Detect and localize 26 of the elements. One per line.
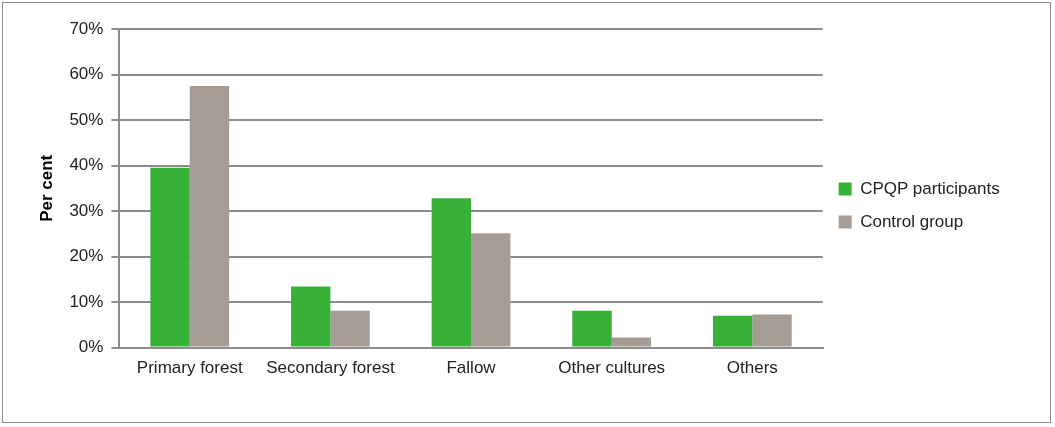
x-tick-label: Fallow bbox=[446, 358, 497, 378]
y-tick-label: 50% bbox=[69, 109, 104, 129]
bar bbox=[291, 286, 331, 347]
y-tick-label: 10% bbox=[69, 291, 104, 311]
x-tick-label: Other cultures bbox=[558, 358, 666, 378]
bar bbox=[150, 167, 190, 347]
y-tick-label: 70% bbox=[69, 18, 104, 38]
x-tick-label: Primary forest bbox=[136, 358, 243, 378]
legend-label: Control group bbox=[860, 211, 964, 231]
y-tick-label: 60% bbox=[69, 64, 104, 84]
bar bbox=[330, 310, 370, 347]
x-tick-label: Secondary forest bbox=[266, 358, 395, 378]
y-tick-label: 20% bbox=[69, 246, 104, 266]
y-tick-label: 40% bbox=[69, 155, 104, 175]
bar bbox=[611, 337, 652, 347]
y-tick-label: 0% bbox=[78, 337, 104, 357]
bar bbox=[752, 314, 792, 347]
y-tick-label: 30% bbox=[69, 200, 104, 220]
bar bbox=[431, 198, 472, 347]
legend-label: CPQP participants bbox=[860, 178, 1000, 198]
y-axis-title: Per cent bbox=[36, 154, 56, 222]
bar bbox=[572, 310, 612, 347]
bar bbox=[189, 85, 230, 347]
bar bbox=[712, 315, 753, 347]
bar bbox=[471, 233, 511, 347]
x-tick-label: Others bbox=[726, 358, 778, 378]
